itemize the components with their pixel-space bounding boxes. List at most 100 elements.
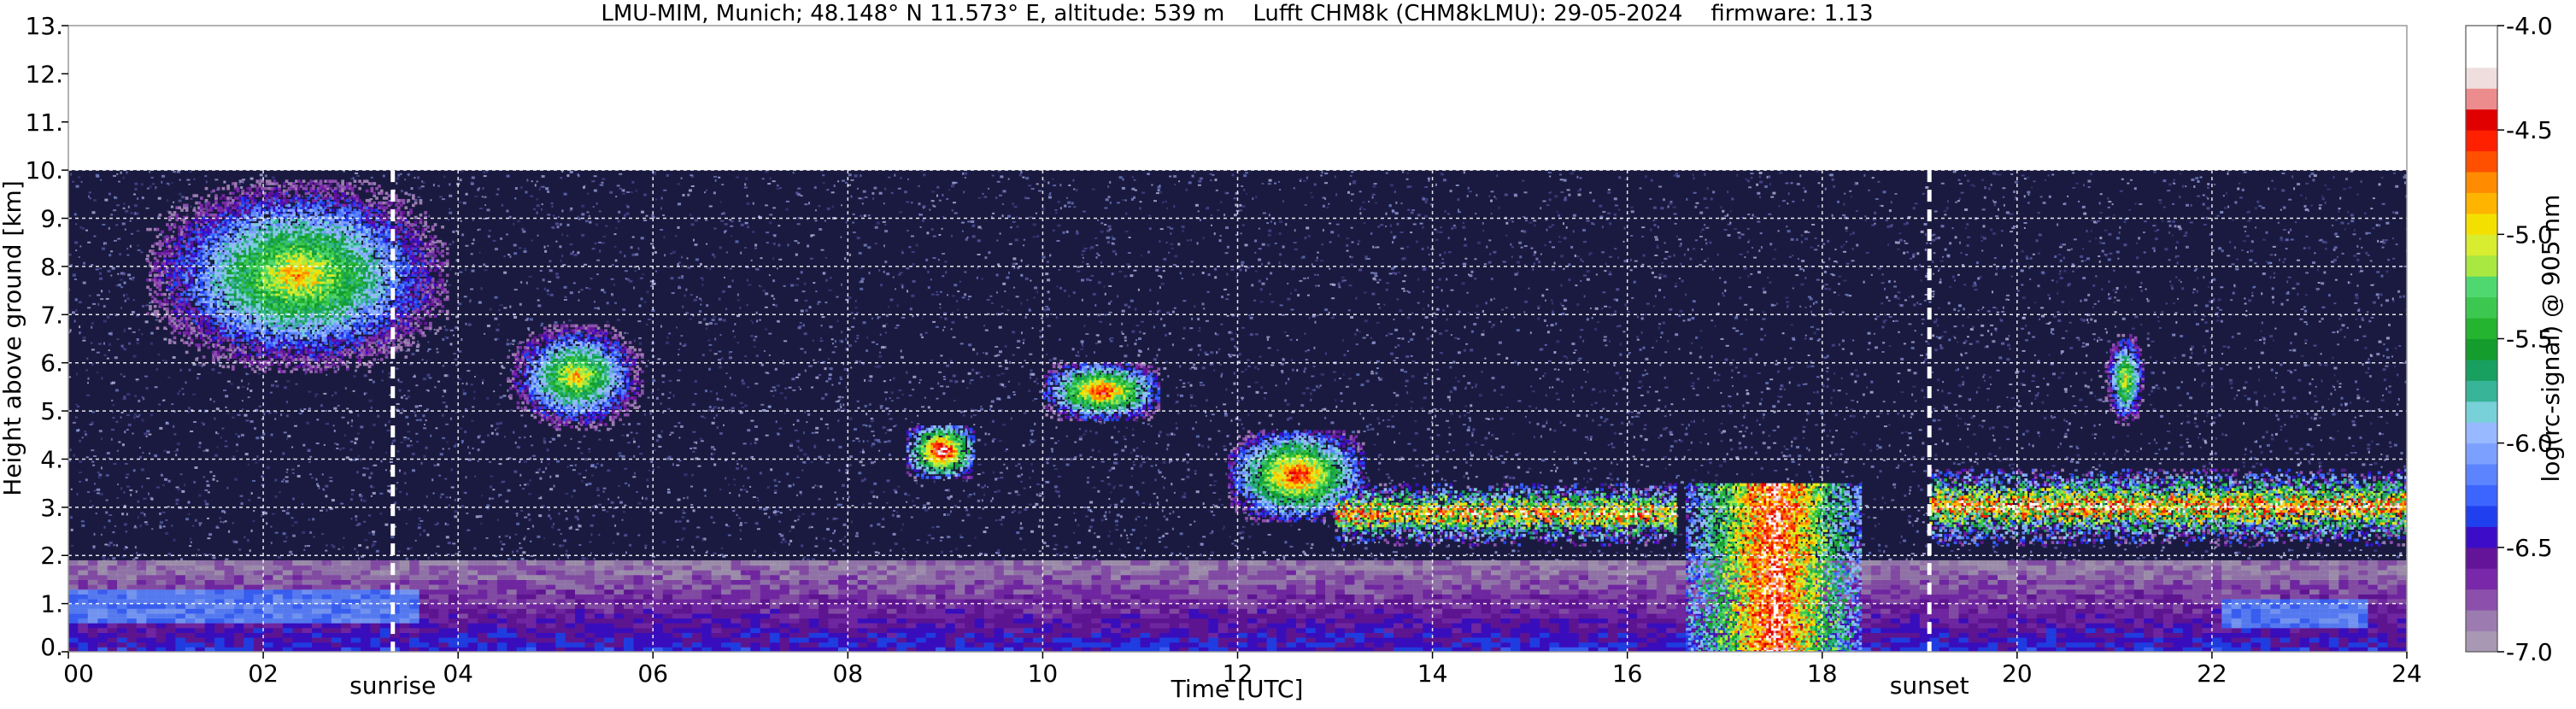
noise-pixel [2038,252,2040,255]
noise-pixel [460,428,463,430]
noise-pixel [887,430,889,431]
noise-pixel [1443,179,1446,181]
noise-pixel [693,447,695,448]
noise-pixel [1954,404,1957,406]
noise-pixel [1096,256,1098,259]
noise-pixel [2105,328,2107,330]
noise-pixel [192,525,194,527]
noise-pixel [1995,215,1998,217]
noise-pixel [2177,261,2179,264]
noise-pixel [895,288,896,290]
noise-pixel [1241,531,1245,534]
noise-pixel [2379,183,2381,185]
noise-pixel [1073,513,1075,514]
noise-pixel [1148,215,1151,217]
noise-pixel [883,244,885,247]
noise-pixel [1618,209,1620,211]
noise-pixel [1619,433,1622,435]
noise-pixel [181,490,185,493]
noise-pixel [1002,203,1004,205]
noise-pixel [1354,333,1357,336]
noise-pixel [2325,202,2327,204]
noise-pixel [871,342,875,343]
noise-pixel [1850,234,1851,236]
noise-pixel [1012,202,1014,205]
noise-pixel [1991,184,1992,186]
noise-pixel [87,491,90,493]
noise-pixel [1191,318,1193,320]
noise-pixel [544,288,546,290]
noise-pixel [940,291,942,293]
noise-pixel [1377,418,1380,420]
noise-pixel [1580,329,1583,331]
noise-pixel [1912,524,1914,527]
noise-pixel [103,319,107,322]
noise-pixel [1939,281,1942,284]
noise-pixel [1382,419,1384,421]
noise-pixel [1589,478,1592,480]
noise-pixel [1211,214,1212,216]
noise-pixel [766,435,769,437]
noise-pixel [1486,246,1488,249]
noise-pixel [2364,213,2366,214]
noise-pixel [520,414,523,416]
noise-pixel [2312,179,2315,181]
noise-pixel [1399,432,1400,434]
noise-pixel [2083,184,2085,186]
noise-pixel [2175,247,2177,249]
noise-pixel [1824,288,1828,290]
noise-pixel [813,360,815,361]
noise-pixel [2334,374,2336,376]
noise-pixel [1220,324,1223,325]
noise-pixel [2283,261,2285,263]
noise-pixel [240,186,243,189]
noise-pixel [1050,437,1053,439]
noise-pixel [556,276,560,278]
noise-pixel [1921,334,1922,336]
noise-pixel [1066,436,1068,437]
noise-pixel [255,437,259,439]
noise-pixel [1425,201,1428,203]
noise-pixel [772,279,775,282]
noise-pixel [1182,386,1186,388]
noise-pixel [112,557,115,560]
noise-pixel [1128,306,1130,308]
noise-pixel [735,395,736,396]
noise-pixel [2328,398,2330,400]
noise-pixel [2244,226,2247,228]
noise-pixel [1200,554,1201,556]
noise-pixel [1957,274,1960,276]
noise-pixel [578,524,582,527]
noise-pixel [444,325,446,327]
noise-pixel [452,231,455,233]
noise-pixel [805,370,807,372]
noise-pixel [1939,428,1942,431]
noise-pixel [1628,352,1631,354]
noise-pixel [1281,370,1283,372]
noise-pixel [1635,548,1638,550]
noise-pixel [541,208,543,211]
noise-pixel [1573,352,1576,354]
noise-pixel [1158,189,1160,191]
noise-pixel [1482,222,1484,225]
noise-pixel [1851,437,1853,438]
noise-pixel [134,183,138,185]
noise-pixel [1131,331,1135,333]
noise-pixel [1608,189,1611,190]
noise-pixel [2136,266,2138,267]
noise-pixel [449,208,450,210]
noise-pixel [489,461,491,463]
noise-pixel [774,479,777,482]
noise-pixel [176,502,179,505]
noise-pixel [389,372,390,375]
noise-pixel [1493,251,1496,254]
noise-pixel [1734,317,1738,319]
noise-pixel [1274,183,1276,185]
noise-pixel [357,433,360,435]
noise-pixel [506,210,508,213]
noise-pixel [1451,334,1452,336]
noise-pixel [889,397,891,399]
noise-pixel [700,304,701,306]
noise-pixel [1899,542,1901,543]
noise-pixel [1232,173,1235,176]
